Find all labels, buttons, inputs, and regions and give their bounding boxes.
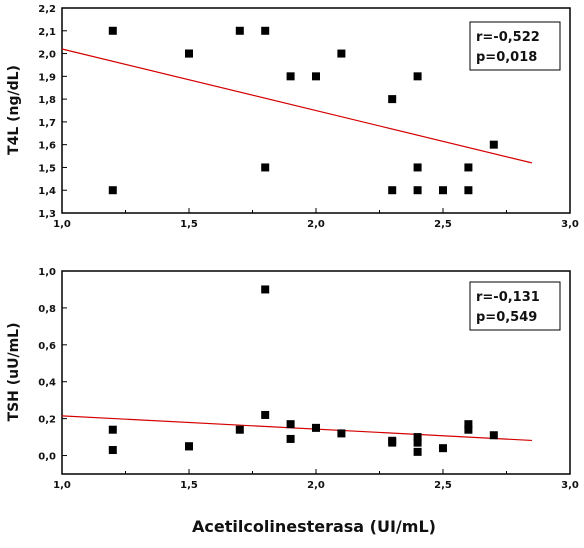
y-tick-label: 2,0 [38, 50, 56, 61]
y-tick-label: 1,8 [38, 95, 56, 106]
data-point [413, 72, 422, 81]
data-point [464, 163, 473, 172]
data-point [235, 425, 244, 434]
x-tick-label: 2,0 [307, 219, 325, 230]
data-point [337, 429, 346, 438]
y-tick-label: 0,4 [38, 378, 56, 389]
tsh-scatter-plot: 1,0 1,5 2,0 2,5 3,0 0,0 0,2 0,4 0,6 0,8 1,0 TSH (uU… [6, 267, 579, 491]
correlation-r: r=-0,522 [476, 30, 540, 45]
data-point [413, 163, 422, 172]
data-point [286, 434, 295, 443]
stats-box [469, 281, 561, 331]
data-point [413, 447, 422, 456]
data-point [489, 431, 498, 440]
x-tick-label: 3,0 [561, 480, 579, 491]
data-point [108, 446, 117, 455]
data-point [286, 420, 295, 429]
y-tick-label: 1,6 [38, 141, 56, 152]
p-value: p=0,018 [476, 50, 537, 65]
x-tick-label: 2,0 [307, 480, 325, 491]
data-point [413, 186, 422, 195]
correlation-r: r=-0,131 [476, 290, 540, 305]
x-tick-label: 1,0 [53, 219, 71, 230]
p-value: p=0,549 [476, 310, 537, 325]
data-point [108, 425, 117, 434]
data-point [413, 438, 422, 447]
y-tick-label: 1,7 [38, 118, 56, 129]
y-tick-label: 1,0 [38, 267, 56, 278]
y-tick-label: 1,4 [38, 186, 56, 197]
data-point [185, 442, 193, 451]
data-point [388, 95, 397, 104]
y-tick-label: 0,8 [38, 304, 56, 315]
data-point [337, 49, 346, 58]
data-point [489, 140, 498, 149]
data-point [439, 444, 447, 453]
regression-line [61, 415, 532, 442]
x-tick-label: 3,0 [561, 219, 579, 230]
x-axis-label: Acetilcolinesterasa (UI/mL) [192, 517, 436, 536]
data-point [108, 26, 117, 35]
data-point [312, 423, 320, 432]
data-point [261, 26, 270, 35]
data-point [439, 186, 447, 195]
data-point [261, 410, 270, 419]
data-point [185, 49, 193, 58]
y-tick-label: 2,2 [38, 4, 56, 15]
y-tick-label: 1,9 [38, 72, 56, 83]
y-tick-label: 2,1 [38, 27, 56, 38]
regression-line [61, 48, 533, 164]
data-point [261, 285, 270, 294]
data-point [464, 420, 473, 429]
x-tick-label: 1,0 [53, 480, 71, 491]
y-tick-label: 0,2 [38, 415, 56, 426]
y-tick-label: 0,0 [38, 452, 56, 463]
data-point [108, 186, 117, 195]
x-tick-label: 1,5 [180, 480, 198, 491]
data-point [413, 433, 422, 442]
y-tick-label: 1,5 [38, 163, 56, 174]
data-point [312, 72, 320, 81]
x-tick-label: 2,5 [434, 219, 452, 230]
y-axis-label: T4L (ng/dL) [6, 65, 22, 155]
y-tick-label: 0,6 [38, 341, 56, 352]
data-point [464, 186, 473, 195]
t4l-scatter-plot: 1,0 1,5 2,0 2,5 3,0 1,3 1,4 1,5 1,6 1,7 1,8 1,9 2,0 2… [6, 4, 579, 230]
y-axis-label: TSH (uU/mL) [6, 323, 22, 422]
data-point [388, 438, 397, 447]
data-point [286, 72, 295, 81]
x-tick-label: 1,5 [180, 219, 198, 230]
x-tick-label: 2,5 [434, 480, 452, 491]
data-point [464, 425, 473, 434]
y-tick-label: 1,3 [38, 209, 56, 220]
data-point [235, 26, 244, 35]
data-point [388, 186, 397, 195]
stats-box [469, 21, 561, 71]
data-point [261, 163, 270, 172]
